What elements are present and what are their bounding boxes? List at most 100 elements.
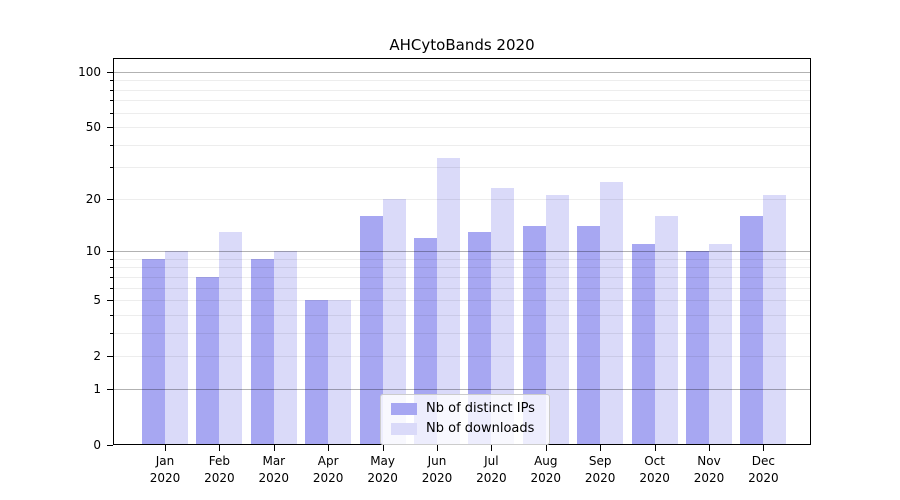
bar-nb-of-downloads-may-2020 bbox=[382, 198, 406, 445]
gridline-minor bbox=[113, 112, 811, 114]
y-tick bbox=[107, 127, 113, 129]
bar-nb-of-distinct-ips-nov-2020 bbox=[686, 251, 709, 445]
legend-swatch-downloads-icon bbox=[391, 423, 417, 435]
y-tick-label: 100 bbox=[78, 64, 101, 79]
gridline-major bbox=[113, 389, 811, 390]
y-tick-label: 1 bbox=[93, 382, 101, 396]
right-spine bbox=[810, 58, 811, 445]
x-tick-label: Jul 2020 bbox=[476, 454, 507, 485]
chart-title: AHCytoBands 2020 bbox=[389, 36, 535, 54]
x-tick bbox=[545, 445, 547, 451]
bar-nb-of-distinct-ips-oct-2020 bbox=[631, 244, 655, 445]
y-minor-tick bbox=[110, 287, 113, 289]
x-tick bbox=[382, 445, 384, 451]
y-tick bbox=[107, 445, 113, 446]
bar-nb-of-downloads-apr-2020 bbox=[328, 300, 352, 445]
x-tick-label: Sep 2020 bbox=[584, 454, 616, 485]
x-tick-label: May 2020 bbox=[367, 454, 398, 485]
gridline-major bbox=[113, 71, 811, 73]
y-minor-tick bbox=[110, 314, 113, 316]
bar-nb-of-downloads-dec-2020 bbox=[763, 195, 787, 445]
bar-nb-of-downloads-jun-2020 bbox=[437, 157, 460, 445]
bar-nb-of-distinct-ips-aug-2020 bbox=[522, 226, 546, 445]
gridline-minor bbox=[113, 356, 811, 358]
y-tick bbox=[107, 300, 113, 302]
x-tick bbox=[763, 445, 765, 451]
bar-nb-of-distinct-ips-may-2020 bbox=[359, 216, 383, 445]
bar-nb-of-downloads-jan-2020 bbox=[165, 251, 188, 445]
y-minor-tick bbox=[110, 144, 113, 146]
y-tick bbox=[107, 251, 113, 253]
gridline-minor bbox=[113, 167, 811, 169]
gridline-minor bbox=[113, 198, 811, 200]
gridline-minor bbox=[113, 258, 811, 260]
top-spine bbox=[113, 58, 811, 59]
y-tick bbox=[107, 198, 113, 200]
legend-entry-distinct-ips: Nb of distinct IPs bbox=[381, 399, 549, 419]
bar-nb-of-distinct-ips-jun-2020 bbox=[414, 237, 437, 445]
gridline-minor bbox=[113, 80, 811, 82]
x-tick bbox=[709, 445, 710, 451]
x-tick-label: Feb 2020 bbox=[204, 454, 235, 485]
gridline-minor bbox=[113, 287, 811, 289]
bar-nb-of-distinct-ips-dec-2020 bbox=[740, 216, 764, 445]
gridline-minor bbox=[113, 100, 811, 102]
legend-entry-downloads: Nb of downloads bbox=[381, 419, 549, 439]
y-tick-label: 50 bbox=[85, 120, 101, 135]
y-tick-label: 10 bbox=[85, 244, 101, 259]
plot-area: 0 1 2 5 10 20 50 100 Jan 2020 Feb 2020 Mar 2020 Apr… bbox=[78, 58, 811, 485]
legend-label-downloads: Nb of downloads bbox=[426, 421, 535, 436]
x-tick bbox=[654, 445, 656, 451]
bar-nb-of-distinct-ips-apr-2020 bbox=[305, 300, 329, 445]
gridline-minor bbox=[113, 332, 811, 334]
y-minor-tick bbox=[110, 100, 113, 102]
y-tick bbox=[107, 356, 113, 358]
gridline-minor bbox=[113, 300, 811, 302]
y-tick bbox=[107, 389, 113, 390]
y-tick-label: 5 bbox=[93, 293, 101, 308]
bar-nb-of-distinct-ips-jan-2020 bbox=[142, 258, 165, 445]
legend-label-distinct-ips: Nb of distinct IPs bbox=[426, 401, 535, 416]
bar-nb-of-downloads-nov-2020 bbox=[709, 244, 732, 445]
y-minor-tick bbox=[110, 112, 113, 114]
x-tick-label: Mar 2020 bbox=[258, 454, 290, 485]
gridline-minor bbox=[113, 314, 811, 316]
x-tick bbox=[437, 445, 438, 451]
bar-nb-of-downloads-feb-2020 bbox=[219, 231, 243, 445]
y-minor-tick bbox=[110, 258, 113, 260]
bar-nb-of-distinct-ips-sep-2020 bbox=[577, 226, 601, 445]
gridline-minor bbox=[113, 89, 811, 91]
bar-nb-of-downloads-sep-2020 bbox=[600, 181, 624, 445]
y-minor-tick bbox=[110, 267, 113, 269]
y-tick-label: 20 bbox=[85, 191, 101, 206]
bar-nb-of-distinct-ips-jul-2020 bbox=[468, 231, 492, 445]
x-tick-label: Jan 2020 bbox=[149, 454, 181, 485]
x-tick bbox=[491, 445, 493, 451]
x-tick-label: Aug 2020 bbox=[530, 454, 562, 485]
gridline-minor bbox=[113, 127, 811, 129]
legend: Nb of distinct IPs Nb of downloads bbox=[380, 394, 550, 445]
bar-nb-of-downloads-oct-2020 bbox=[654, 216, 678, 445]
gridline-minor bbox=[113, 144, 811, 146]
gridline-major bbox=[113, 251, 811, 253]
x-tick-label: Dec 2020 bbox=[748, 454, 779, 485]
bar-nb-of-distinct-ips-feb-2020 bbox=[196, 276, 220, 445]
y-tick-label: 2 bbox=[93, 349, 101, 364]
x-tick-label: Jun 2020 bbox=[421, 454, 453, 485]
y-tick bbox=[107, 71, 113, 73]
gridline-minor bbox=[113, 267, 811, 269]
x-tick-label: Oct 2020 bbox=[639, 454, 670, 485]
gridline-minor bbox=[113, 276, 811, 278]
x-tick bbox=[219, 445, 221, 451]
bar-nb-of-downloads-aug-2020 bbox=[545, 195, 569, 445]
legend-swatch-distinct-ips-icon bbox=[391, 403, 417, 415]
bar-nb-of-downloads-mar-2020 bbox=[273, 251, 297, 445]
x-tick bbox=[273, 445, 275, 451]
left-spine bbox=[113, 58, 114, 445]
y-minor-tick bbox=[110, 80, 113, 82]
bar-nb-of-distinct-ips-mar-2020 bbox=[250, 258, 274, 445]
x-tick bbox=[165, 445, 166, 451]
x-tick-label: Nov 2020 bbox=[693, 454, 725, 485]
y-minor-tick bbox=[110, 276, 113, 278]
